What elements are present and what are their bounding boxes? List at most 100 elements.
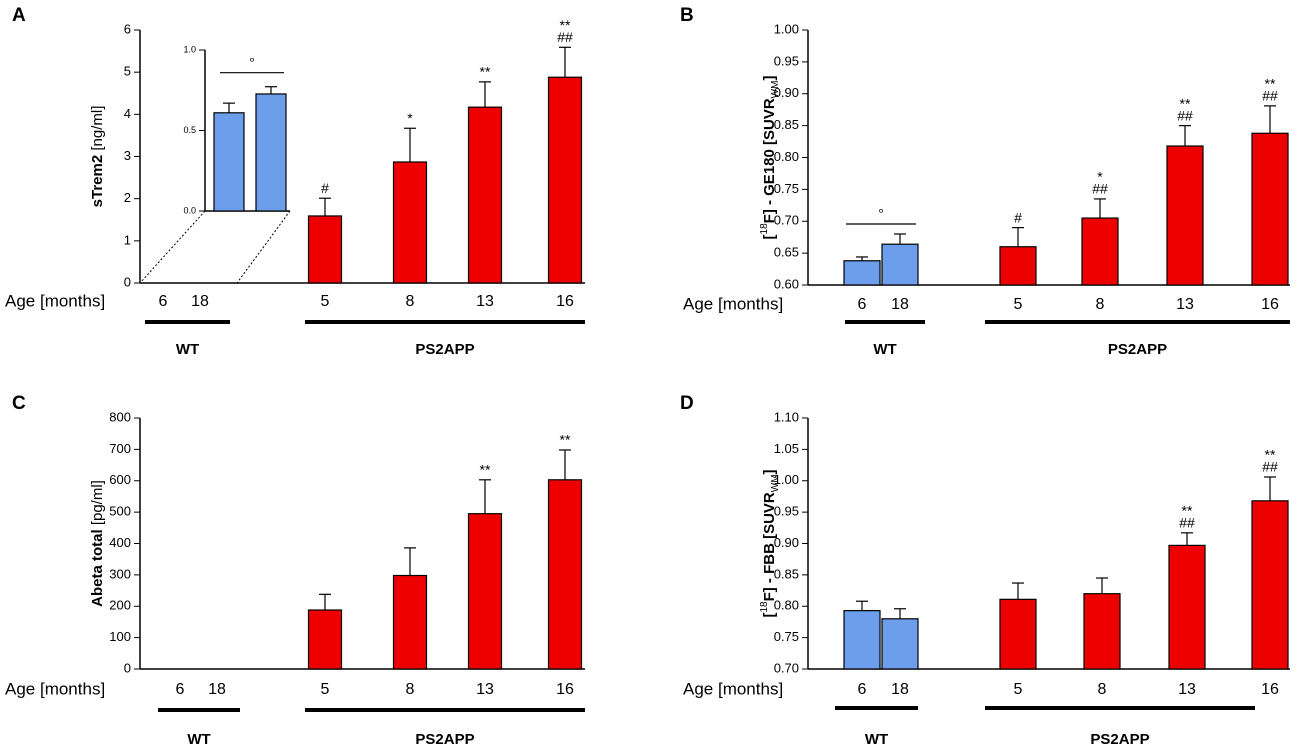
group-label: PS2APP [415, 341, 474, 358]
significance-mark: ** [1265, 76, 1276, 92]
bar [547, 76, 583, 284]
bracket-label: ° [249, 54, 255, 70]
y-tick-label: 700 [109, 441, 131, 456]
y-tick-label: 0.0 [183, 205, 196, 215]
group-label: WT [176, 341, 199, 358]
significance-mark: # [1014, 209, 1022, 225]
x-tick-label: 16 [1261, 296, 1279, 313]
y-tick-label: 0.70 [774, 213, 799, 228]
x-tick-label: 8 [1098, 681, 1107, 698]
bar [1166, 145, 1204, 286]
x-tick-label: 16 [556, 293, 574, 310]
significance-mark: * [407, 110, 413, 126]
y-axis-label: sTrem2 [ng/ml] [89, 106, 106, 208]
y-tick-label: 0.75 [774, 629, 799, 644]
y-tick-label: 1.00 [774, 472, 799, 487]
x-tick-label: 16 [1261, 681, 1279, 698]
y-tick-label: 0.90 [774, 85, 799, 100]
bar [255, 93, 287, 212]
x-tick-label: 6 [159, 293, 168, 310]
y-tick-label: 0.80 [774, 598, 799, 613]
y-tick-label: 0.85 [774, 117, 799, 132]
bar [467, 513, 503, 670]
y-tick-label: 800 [109, 409, 131, 424]
y-label-part: F] - GE180 [SUVR [761, 98, 778, 223]
panel-letter: A [12, 5, 26, 26]
y-label-part: ] [761, 469, 778, 474]
y-tick-label: 0.95 [774, 504, 799, 519]
bar [1083, 593, 1121, 670]
y-tick-label: 0.75 [774, 181, 799, 196]
significance-mark: ## [1092, 181, 1108, 197]
bar [467, 106, 503, 284]
significance-mark: # [321, 180, 329, 196]
y-tick-label: 2 [124, 190, 131, 205]
bar [999, 246, 1037, 286]
y-tick-label: 1.10 [774, 409, 799, 424]
significance-mark: ## [1262, 88, 1278, 104]
significance-mark: ## [557, 29, 573, 45]
x-tick-label: 5 [321, 681, 330, 698]
y-tick-label: 0.60 [774, 276, 799, 291]
y-axis-label: Abeta total [pg/ml] [89, 480, 106, 607]
y-tick-label: 300 [109, 566, 131, 581]
y-label-part: F] - FBB [SUVR [761, 492, 778, 601]
y-label-part: WM [770, 81, 781, 99]
panel-letter: B [680, 5, 694, 26]
y-tick-label: 0 [124, 274, 131, 289]
x-tick-label: 5 [1014, 681, 1023, 698]
y-label-part: 18 [759, 601, 770, 613]
group-label: PS2APP [415, 731, 474, 748]
y-tick-label: 1 [124, 232, 131, 247]
significance-mark: ** [1182, 503, 1193, 519]
y-label-part: [ [761, 613, 778, 618]
x-axis-label: Age [months] [5, 291, 105, 310]
group-label: WT [865, 731, 888, 748]
bar [881, 243, 919, 286]
x-tick-label: 5 [1014, 296, 1023, 313]
y-tick-label: 1.00 [774, 21, 799, 36]
bar [392, 574, 428, 670]
y-label-part: ] [761, 76, 778, 81]
y-tick-label: 0 [124, 660, 131, 675]
significance-mark: ** [480, 462, 491, 478]
y-tick-label: 0.85 [774, 566, 799, 581]
y-label-part: sTrem2 [89, 151, 106, 208]
y-tick-label: 0.5 [183, 125, 196, 135]
y-tick-label: 500 [109, 504, 131, 519]
x-axis-label: Age [months] [5, 679, 105, 698]
bracket-label: ° [878, 206, 884, 222]
y-label-part: WM [770, 474, 781, 492]
x-tick-label: 13 [1176, 296, 1194, 313]
significance-mark: ** [1265, 447, 1276, 463]
group-label: PS2APP [1090, 731, 1149, 748]
group-label: WT [873, 341, 896, 358]
y-tick-label: 200 [109, 598, 131, 613]
x-tick-label: 13 [476, 293, 494, 310]
panel-letter: C [12, 393, 26, 414]
y-axis-label: [18F] - FBB [SUVRWM] [759, 469, 781, 617]
bar [999, 598, 1037, 670]
inset-guide [236, 210, 291, 284]
bar [213, 112, 245, 212]
y-tick-label: 5 [124, 64, 131, 79]
y-tick-label: 4 [124, 106, 131, 121]
y-tick-label: 0.80 [774, 149, 799, 164]
x-tick-label: 8 [406, 293, 415, 310]
x-tick-label: 6 [176, 681, 185, 698]
bar [547, 479, 583, 670]
significance-mark: * [1097, 169, 1103, 185]
significance-mark: ** [1180, 95, 1191, 111]
y-tick-label: 0.70 [774, 660, 799, 675]
x-tick-label: 18 [191, 293, 209, 310]
bar [881, 618, 919, 670]
inset-guide [139, 210, 206, 284]
x-tick-label: 6 [858, 296, 867, 313]
y-tick-label: 100 [109, 629, 131, 644]
x-tick-label: 18 [891, 681, 909, 698]
x-tick-label: 16 [556, 681, 574, 698]
bar [1168, 544, 1206, 670]
significance-mark: ## [1179, 515, 1195, 531]
bar [1251, 132, 1289, 286]
